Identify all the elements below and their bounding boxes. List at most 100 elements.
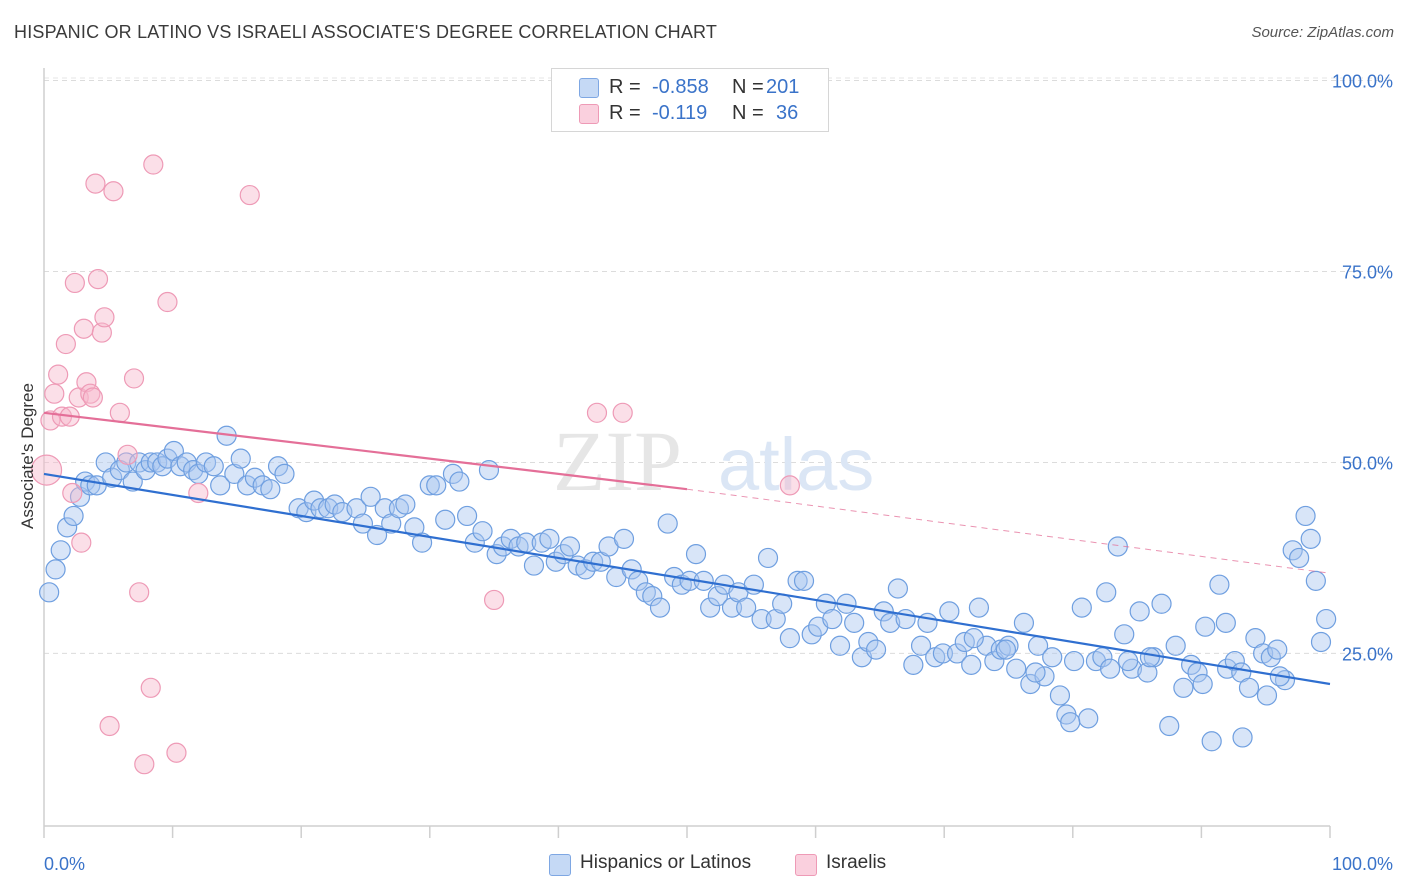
hispanic-point	[1049, 685, 1071, 706]
hispanic-point	[1209, 574, 1230, 595]
hispanic-point	[961, 654, 982, 675]
legend-n-value: 36	[776, 102, 799, 124]
hispanic-point	[472, 521, 493, 542]
legend-r-label: R =	[609, 76, 641, 98]
israeli-point	[612, 402, 633, 423]
hispanic-point	[426, 475, 447, 496]
y-tick-label: 75.0%	[1342, 262, 1393, 282]
hispanic-point	[685, 544, 707, 565]
israeli-point	[484, 589, 505, 611]
legend-n-value: 201	[766, 76, 800, 98]
hispanic-point	[539, 528, 560, 549]
hispanic-point	[998, 635, 1019, 656]
hispanic-point	[102, 467, 123, 488]
hispanic-point	[1165, 635, 1186, 656]
hispanic-point	[346, 498, 367, 519]
hispanic-point	[1042, 647, 1063, 668]
hispanic-point	[1195, 616, 1216, 637]
hispanic-point	[45, 559, 66, 580]
hispanic-point	[657, 513, 678, 534]
hispanic-point	[642, 586, 663, 607]
legend-n-label: N =	[732, 102, 764, 124]
israeli-point	[109, 402, 130, 423]
x-tick-label: 100.0%	[1332, 854, 1393, 874]
hispanic-point	[203, 456, 224, 477]
hispanic-point	[910, 635, 932, 656]
hispanic-point	[1139, 647, 1161, 668]
hispanic-point	[822, 608, 843, 630]
trend-lines	[43, 411, 1331, 686]
hispanic-point	[1310, 631, 1332, 653]
hispanic-point	[721, 597, 743, 618]
hispanic-point	[932, 643, 954, 664]
israeli-point	[586, 402, 608, 423]
hispanic-point	[1071, 597, 1092, 618]
legend-row-israelis: R = -0.119 N = 36	[552, 100, 828, 126]
hispanic-point	[1232, 727, 1253, 748]
hispanic-point	[224, 463, 245, 485]
hispanic-point	[210, 475, 231, 496]
hispanic-point	[968, 597, 990, 618]
hispanic-point	[700, 597, 721, 618]
hispanic-point	[1295, 505, 1316, 527]
legend-row-hispanics: R = -0.858 N = 201	[552, 74, 828, 100]
bottom-legend-swatch-israelis	[795, 854, 817, 876]
hispanic-point	[456, 505, 478, 527]
hispanic-point	[880, 612, 901, 633]
hispanic-point	[435, 509, 456, 530]
hispanic-point	[1114, 624, 1135, 645]
hispanic-point	[1078, 708, 1099, 729]
axes	[43, 68, 1330, 827]
israeli-point	[157, 291, 178, 313]
hispanic-point	[858, 631, 879, 653]
hispanic-point	[903, 654, 924, 675]
israeli-point	[239, 184, 260, 206]
hispanic-point	[939, 601, 960, 622]
hispanic-point	[946, 643, 968, 664]
hispanic-point	[772, 593, 793, 614]
chart-source: Source: ZipAtlas.com	[1251, 24, 1394, 41]
israeli-point	[129, 582, 150, 603]
israeli-point	[48, 364, 69, 385]
hispanic-point	[260, 479, 281, 500]
israeli-point	[62, 482, 83, 504]
y-axis-label: Associate's Degree	[18, 383, 37, 529]
israeli-point	[73, 318, 94, 339]
hispanic-point	[844, 612, 865, 633]
israeli-point	[64, 272, 85, 294]
hispanic-point	[50, 540, 71, 561]
hispanic-point	[244, 467, 266, 488]
israeli-point	[40, 410, 61, 431]
watermark-atlas: atlas	[718, 423, 874, 506]
israeli-point	[85, 173, 106, 194]
hispanic-point	[751, 608, 772, 630]
israeli-point	[99, 715, 120, 737]
hispanic-point	[559, 536, 581, 557]
hispanic-point	[374, 498, 395, 519]
hispanic-point	[1137, 662, 1158, 683]
hispanic-point	[1099, 658, 1121, 679]
hispanic-point	[649, 597, 671, 618]
hispanic-point	[1305, 570, 1326, 591]
hispanic-point	[140, 452, 161, 473]
hispanic-point	[1201, 731, 1222, 752]
israeli-point	[103, 181, 124, 202]
y-tick-label: 100.0%	[1332, 71, 1393, 91]
hispanic-point	[419, 475, 440, 496]
hispanic-point	[230, 448, 251, 469]
y-tick-label: 25.0%	[1342, 644, 1393, 664]
legend-r-value: -0.858	[652, 76, 709, 98]
watermark-zip: ZIP	[553, 413, 682, 509]
x-tick-label: 0.0%	[44, 854, 85, 874]
hispanic-point	[963, 628, 984, 649]
hispanic-point	[1173, 677, 1194, 698]
israeli-trend-extension	[686, 488, 1331, 574]
israeli-point	[82, 387, 103, 408]
hispanic-point	[787, 570, 808, 591]
israeli-point	[134, 754, 155, 775]
hispanic-point	[237, 475, 258, 496]
israeli-point	[91, 322, 112, 343]
israeli-point	[55, 333, 76, 355]
hispanic-point	[1006, 658, 1027, 679]
hispanic-point	[395, 494, 416, 515]
